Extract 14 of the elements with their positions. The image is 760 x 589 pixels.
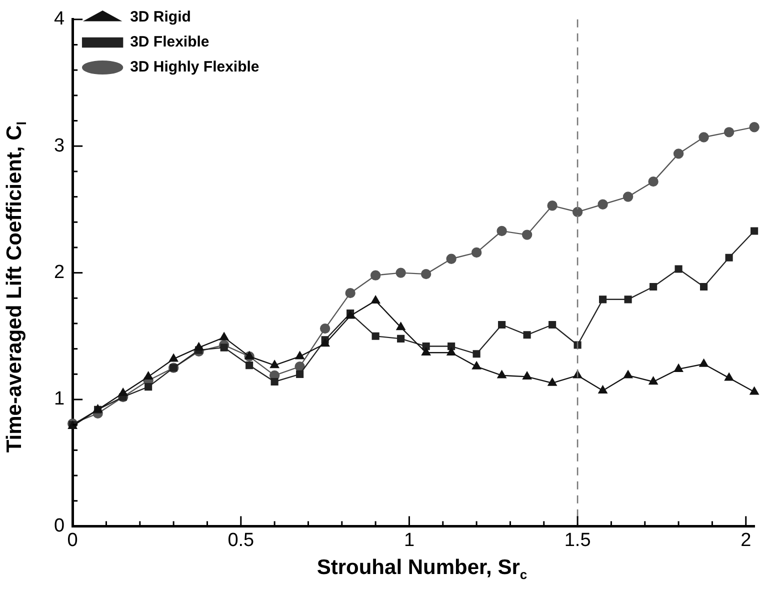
y-tick-label: 4 — [54, 8, 65, 30]
x-tick-label: 2 — [740, 530, 752, 551]
x-tick-label: 1.5 — [564, 530, 591, 551]
y-tick-label: 1 — [54, 388, 65, 410]
legend-label: 3D Rigid — [130, 8, 191, 26]
legend-label: 3D Highly Flexible — [130, 58, 260, 76]
x-tick-label: 0.5 — [228, 530, 254, 551]
y-tick-label: 0 — [54, 515, 65, 536]
x-tick-label: 1 — [404, 530, 415, 551]
legend-label: 3D Flexible — [130, 34, 210, 51]
y-tick-label: 3 — [54, 135, 65, 156]
y-tick-label: 2 — [54, 262, 65, 284]
x-tick-label: 0 — [67, 530, 78, 551]
x-axis-title: Strouhal Number, Sr$_{c}$ — [316, 556, 528, 582]
